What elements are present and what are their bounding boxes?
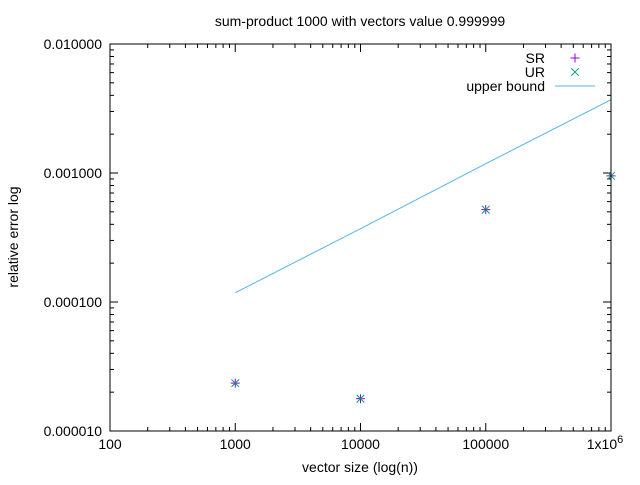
legend-label-sr: SR	[526, 50, 545, 66]
y-axis-label: relative error log	[5, 186, 21, 287]
plot-frame	[109, 43, 612, 432]
x-tick-label: 10000	[341, 436, 380, 452]
axis-ticks: 100 1000 10000 100000 1x106 0.000010 0.000100 0…	[44, 36, 624, 452]
y-tick-label: 0.010000	[44, 36, 103, 52]
series-line-upper-bound	[235, 99, 612, 294]
data-point-ur-d2	[231, 378, 240, 388]
x-tick-label: 100	[98, 436, 122, 452]
legend-label-ur: UR	[525, 64, 545, 80]
x-tick-label-exponent: 6	[617, 434, 623, 446]
x-tick-label: 100000	[462, 436, 509, 452]
y-tick-label: 0.000100	[44, 294, 103, 310]
y-tick-label: 0.001000	[44, 165, 103, 181]
data-point-ur	[356, 394, 365, 403]
legend-swatch-ur-d2	[570, 67, 580, 77]
data-point-ur	[481, 205, 490, 214]
data-point-ur-d2	[481, 205, 490, 214]
legend-swatch-ur	[570, 67, 580, 77]
plot-area	[230, 99, 616, 404]
x-tick-label: 1x106	[587, 434, 623, 452]
legend-swatch-sr	[570, 53, 580, 63]
chart-title: sum-product 1000 with vectors value 0.99…	[215, 13, 505, 29]
data-point-ur	[231, 378, 240, 388]
x-axis-label: vector size (log(n))	[302, 459, 418, 475]
legend-label-upper-bound: upper bound	[466, 78, 545, 94]
y-tick-label: 0.000010	[44, 423, 103, 439]
data-point-ur-d2	[356, 394, 365, 403]
x-tick-label: 1000	[220, 436, 251, 452]
